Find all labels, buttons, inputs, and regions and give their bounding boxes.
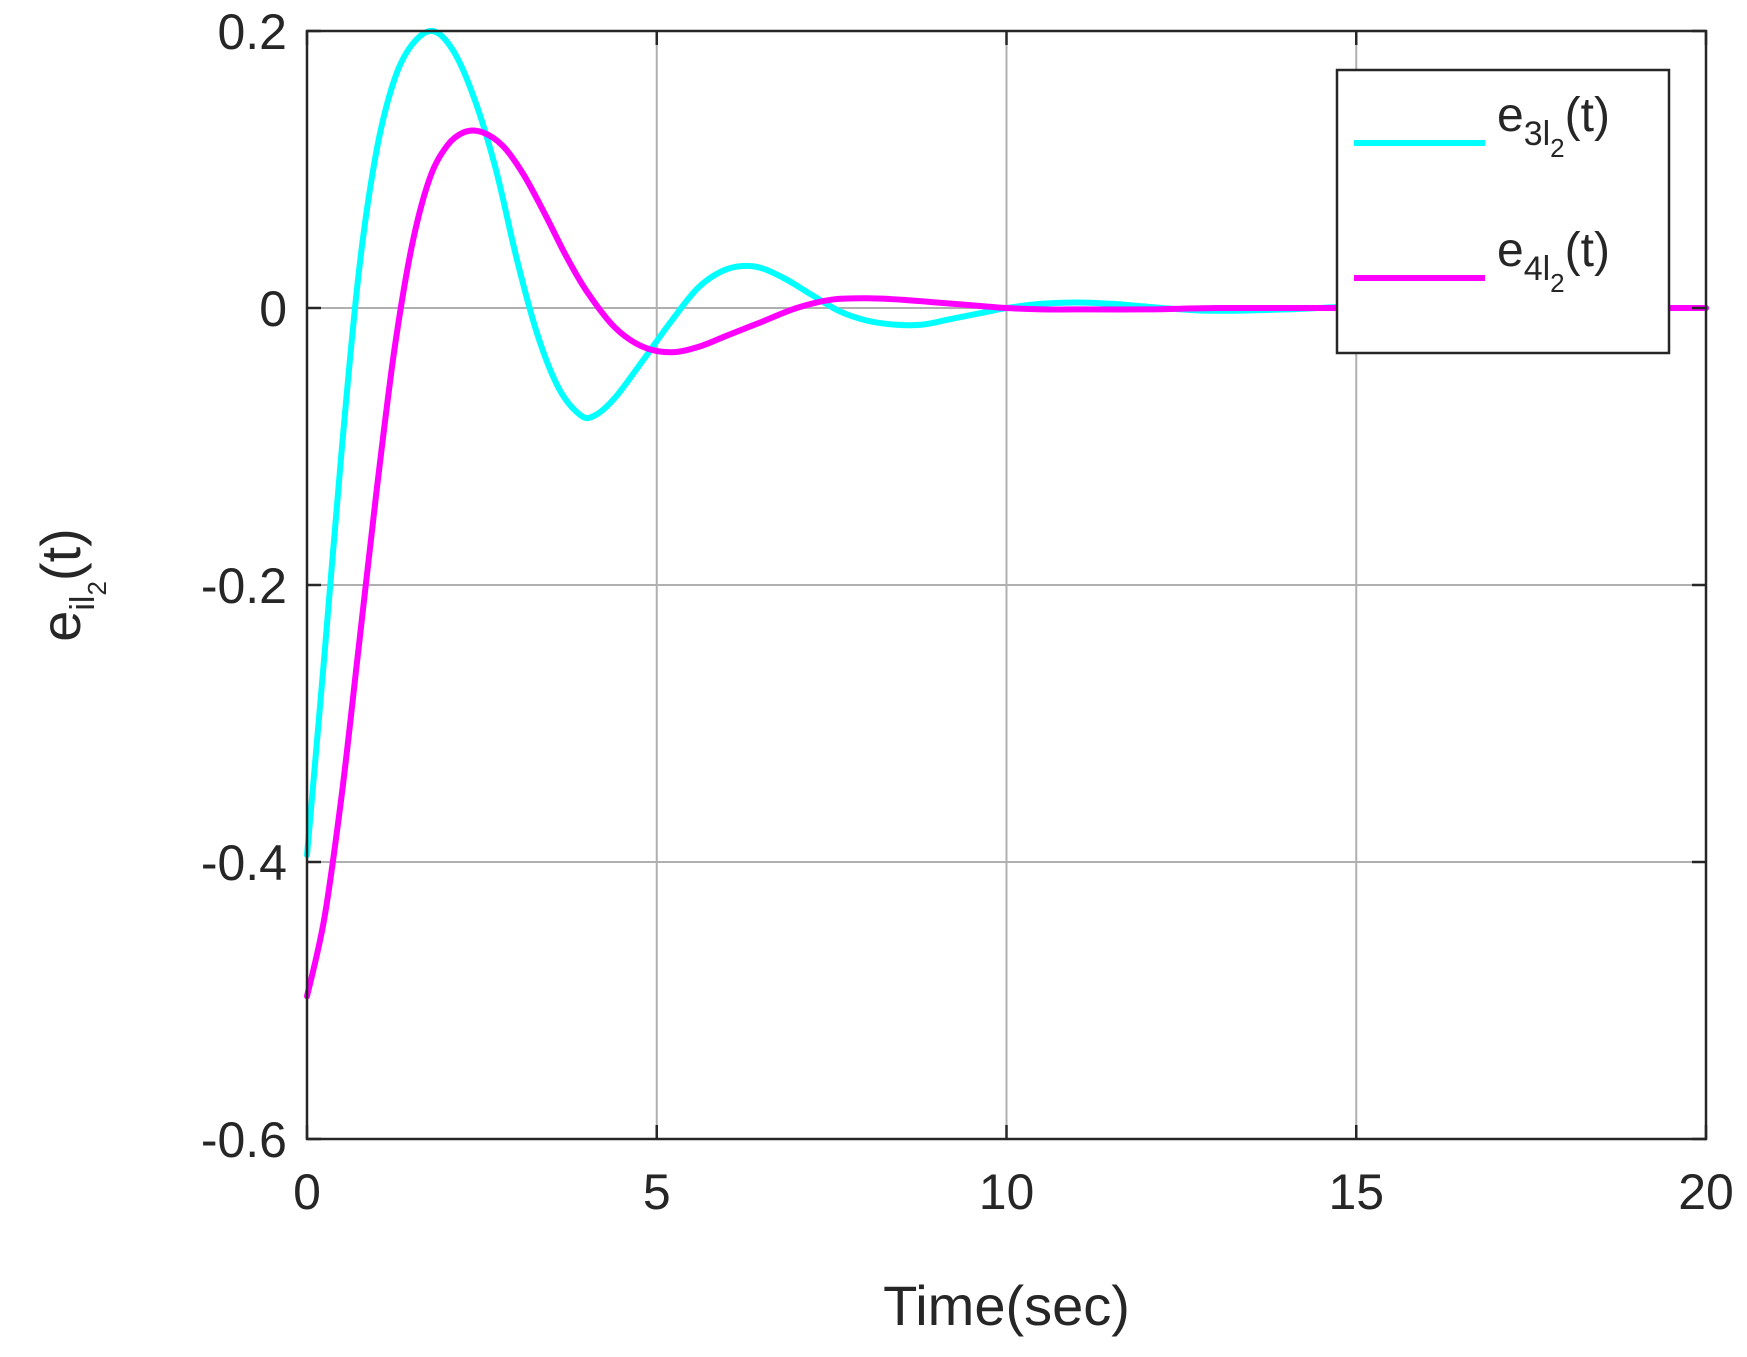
y-axis-label-sub: il	[64, 596, 102, 611]
y-axis-label: eil2(t)	[29, 528, 112, 642]
legend-e4l2-sub: 4l	[1524, 250, 1550, 288]
x-tick-label: 15	[1328, 1164, 1384, 1220]
x-tick-label: 0	[293, 1164, 321, 1220]
y-tick-labels: -0.6 -0.4 -0.2 0 0.2	[201, 4, 287, 1168]
legend-box	[1335, 68, 1671, 355]
legend-e3l2-base: e	[1497, 89, 1524, 142]
legend-e3l2-subsub: 2	[1550, 133, 1564, 163]
y-axis-label-base: e	[29, 611, 92, 642]
x-axis-label: Time(sec)	[883, 1274, 1130, 1337]
legend: e3l2(t) e4l2(t)	[1335, 68, 1671, 355]
legend-e3l2-sub: 3l	[1524, 115, 1550, 153]
axis-ticks	[305, 29, 1708, 1141]
legend-entry-e4l2: e4l2(t)	[1497, 224, 1610, 298]
legend-e4l2-suffix: (t)	[1565, 224, 1610, 277]
y-axis-label-suffix: (t)	[29, 528, 92, 581]
y-tick-label: -0.6	[201, 1112, 287, 1168]
series-line-e4l2t	[304, 127, 1709, 1000]
legend-e3l2-suffix: (t)	[1565, 89, 1610, 142]
y-tick-label: 0.2	[217, 4, 287, 60]
x-tick-labels: 0 5 10 15 20	[293, 1164, 1734, 1220]
series-layer	[304, 27, 1709, 1000]
x-tick-label: 5	[643, 1164, 671, 1220]
y-tick-label: -0.2	[201, 558, 287, 614]
y-tick-label: 0	[259, 281, 287, 337]
legend-e4l2-subsub: 2	[1550, 268, 1564, 298]
legend-e4l2-base: e	[1497, 224, 1524, 277]
y-axis-label-subsub: 2	[82, 581, 112, 595]
x-tick-label: 20	[1678, 1164, 1734, 1220]
legend-entry-e3l2: e3l2(t)	[1497, 89, 1610, 163]
y-tick-label: -0.4	[201, 835, 287, 891]
x-tick-label: 10	[979, 1164, 1035, 1220]
